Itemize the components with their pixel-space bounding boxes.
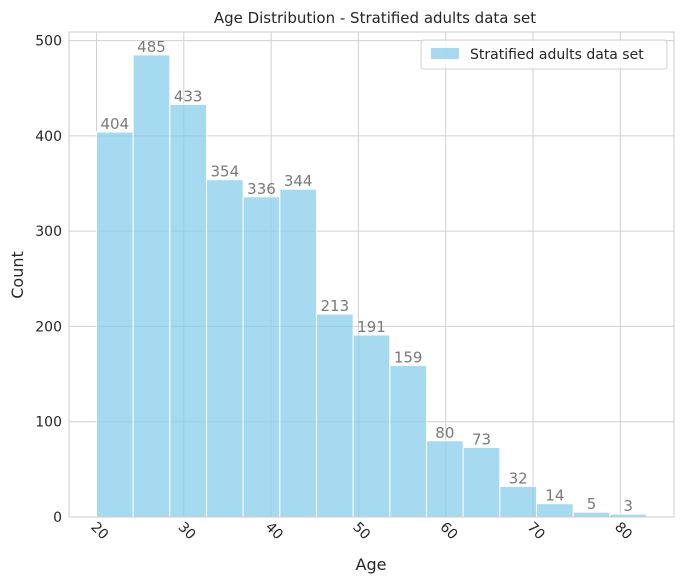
x-tick-label: 50 (349, 519, 373, 543)
x-axis-label: Age (356, 555, 387, 574)
y-tick-label: 200 (35, 319, 62, 335)
histogram-bar (389, 364, 428, 518)
histogram-bar (206, 179, 244, 518)
histogram-bar (169, 103, 207, 518)
legend-entry-label: Stratified adults data set (470, 47, 644, 63)
bar-value-label: 3 (623, 497, 633, 515)
histogram-bar (426, 440, 464, 518)
bar-value-label: 433 (174, 87, 203, 105)
y-tick-label: 300 (35, 224, 62, 240)
x-tick-label: 30 (175, 519, 199, 543)
histogram-bar (536, 503, 574, 518)
legend-swatch (431, 48, 459, 59)
histogram-bar (352, 334, 391, 518)
bar-value-labels: 404 485 433 354 336 344 213 191 159 80 73 32 14 5 3 (101, 38, 633, 515)
legend: Stratified adults data set (420, 39, 668, 70)
bar-value-label: 213 (321, 297, 350, 315)
histogram-bar (462, 446, 501, 518)
histogram-bar (316, 313, 354, 518)
bar-value-label: 73 (472, 430, 491, 448)
plot-frame (68, 31, 675, 518)
y-tick-label: 500 (35, 34, 62, 50)
bar-value-label: 404 (101, 115, 130, 133)
y-tick-label: 400 (35, 129, 62, 145)
bar-value-label: 159 (394, 348, 423, 366)
bar-value-label: 354 (211, 163, 240, 181)
bar-value-label: 32 (509, 470, 528, 488)
histogram-bar (242, 196, 281, 518)
x-tick-label: 60 (437, 519, 461, 543)
histogram-bar (499, 486, 538, 518)
bar-value-label: 5 (587, 495, 597, 513)
y-axis-ticks: 0 100 200 300 400 500 (35, 34, 62, 526)
y-tick-label: 100 (35, 415, 62, 431)
bars (96, 54, 647, 518)
x-axis-ticks: 20 30 40 50 60 70 80 (87, 519, 635, 543)
y-axis-label: Count (8, 251, 27, 299)
x-tick-label: 70 (524, 519, 548, 543)
x-tick-label: 40 (262, 519, 286, 543)
legend-frame (420, 39, 668, 70)
x-tick-label: 80 (611, 519, 635, 543)
histogram-bar (96, 131, 134, 518)
y-tick-label: 0 (53, 510, 62, 526)
bar-value-label: 344 (284, 172, 313, 190)
histogram-bar (132, 54, 171, 518)
bar-value-label: 191 (357, 318, 386, 336)
histogram-bar (279, 188, 318, 518)
chart-title: Age Distribution - Stratified adults dat… (214, 9, 536, 27)
bar-value-label: 336 (247, 180, 276, 198)
bar-value-label: 80 (435, 424, 454, 442)
bar-value-label: 485 (137, 38, 166, 56)
bar-value-label: 14 (545, 487, 564, 505)
x-tick-label: 20 (87, 519, 111, 543)
